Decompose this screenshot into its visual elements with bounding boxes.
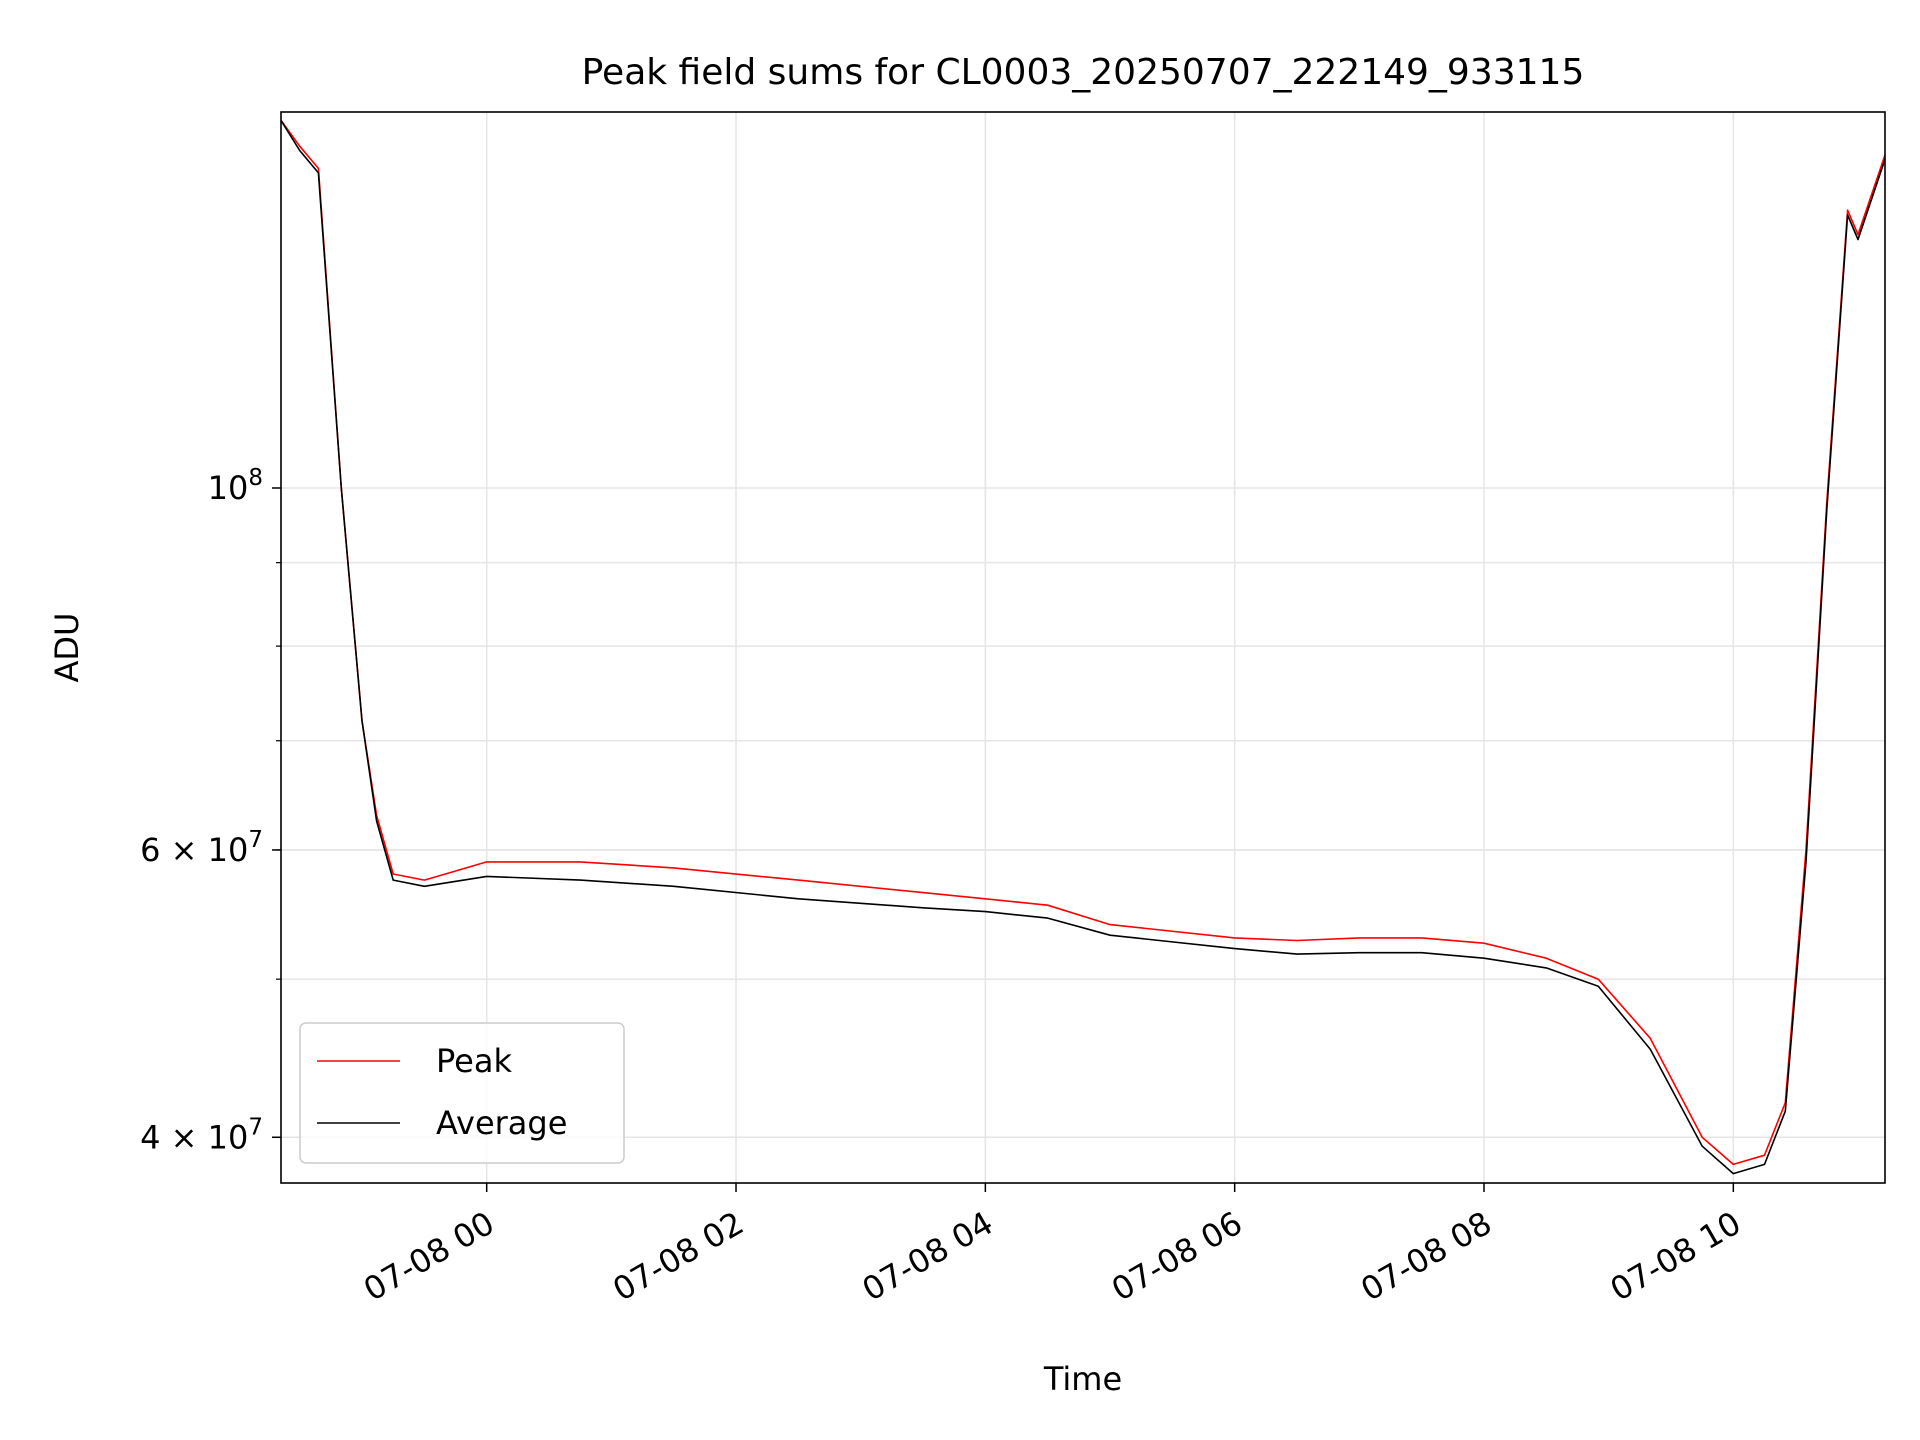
series-line-peak: [280, 119, 1886, 1166]
legend-label-peak: Peak: [436, 1042, 512, 1080]
axes-frame: [280, 111, 1886, 1184]
legend-box: [299, 1022, 625, 1164]
x-axis-label: Time: [1043, 1360, 1122, 1398]
y-tick-label: 108: [208, 465, 263, 507]
y-tick-label: 4 × 107: [140, 1114, 263, 1156]
y-axis-label: ADU: [48, 613, 86, 683]
legend-label-average: Average: [436, 1104, 567, 1142]
gridlines: [281, 112, 1885, 1183]
series-line-average: [280, 119, 1886, 1175]
chart-title: Peak field sums for CL0003_20250707_2221…: [582, 52, 1585, 93]
legend: Peak Average: [299, 1022, 625, 1164]
plot-series: [280, 119, 1886, 1175]
y-tick-label: 6 × 107: [140, 827, 263, 869]
